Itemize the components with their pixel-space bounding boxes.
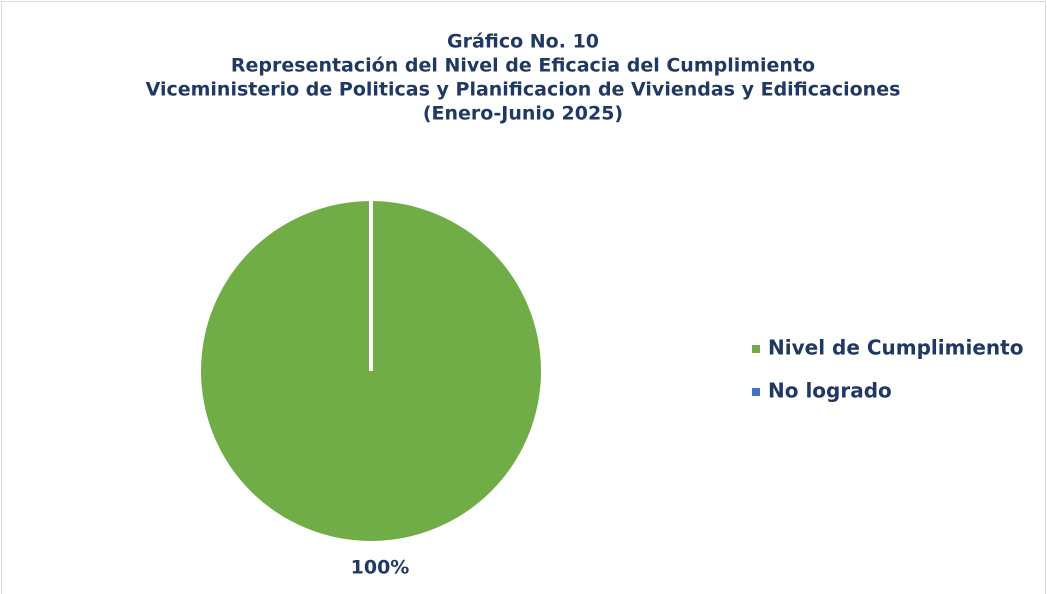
legend-label: No logrado	[768, 379, 892, 403]
legend-swatch	[752, 345, 760, 353]
chart-title: Gráfico No. 10	[447, 31, 599, 53]
chart-title: Representación del Nivel de Eficacia del…	[231, 55, 815, 77]
legend-swatch	[752, 388, 760, 396]
chart-title: (Enero-Junio 2025)	[423, 103, 623, 125]
data-label: 100%	[351, 557, 410, 579]
legend-label: Nivel de Cumplimiento	[768, 336, 1023, 360]
chart-title: Viceministerio de Politicas y Planificac…	[146, 79, 901, 101]
